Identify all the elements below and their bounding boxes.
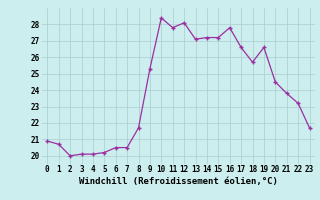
X-axis label: Windchill (Refroidissement éolien,°C): Windchill (Refroidissement éolien,°C): [79, 177, 278, 186]
